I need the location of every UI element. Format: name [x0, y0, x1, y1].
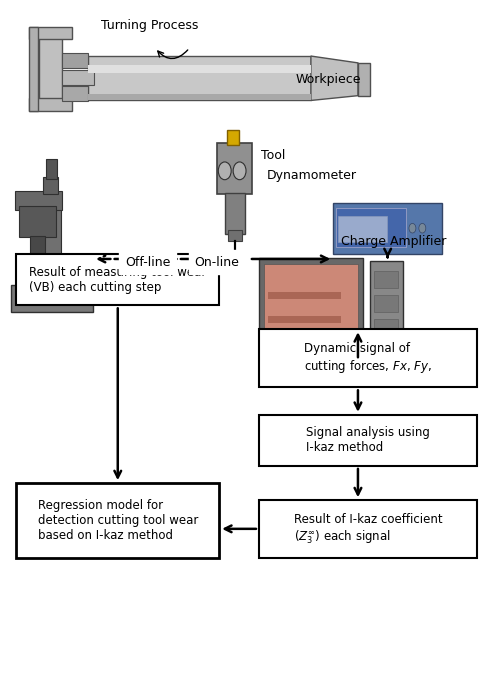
Polygon shape [311, 56, 358, 100]
FancyBboxPatch shape [259, 329, 477, 388]
Text: Workpiece: Workpiece [296, 73, 362, 86]
Bar [30, 236, 45, 264]
Text: Tool: Tool [261, 149, 286, 162]
Bar [46, 158, 57, 179]
Bar [259, 258, 363, 360]
Bar [228, 230, 242, 241]
Bar [41, 193, 61, 285]
Bar [227, 130, 239, 145]
Bar [338, 216, 387, 242]
Bar [225, 193, 245, 234]
Bar [374, 295, 398, 312]
Text: On-line: On-line [194, 256, 239, 269]
Bar [28, 27, 37, 110]
Bar [268, 340, 341, 346]
FancyBboxPatch shape [259, 500, 477, 558]
Bar [333, 203, 442, 255]
Bar [264, 358, 363, 373]
Text: Result of I-kaz coefficient
$(Z_3^{\infty})$ each signal: Result of I-kaz coefficient $(Z_3^{\inft… [293, 512, 442, 545]
Circle shape [409, 224, 416, 233]
Circle shape [233, 162, 246, 180]
Bar [374, 271, 398, 288]
Bar [268, 316, 341, 322]
Text: Turning Process: Turning Process [101, 19, 199, 32]
Bar [38, 36, 62, 107]
FancyBboxPatch shape [16, 255, 219, 305]
Bar [19, 206, 56, 237]
Bar [374, 319, 398, 336]
Bar [28, 98, 72, 110]
Bar [62, 70, 95, 85]
Text: Off-line: Off-line [125, 256, 170, 269]
Bar [268, 292, 341, 298]
Text: Result of measuring tool wear
(VB) each cutting step: Result of measuring tool wear (VB) each … [29, 265, 207, 294]
Bar [28, 27, 72, 39]
Text: Charge Amplifier: Charge Amplifier [341, 235, 446, 248]
Text: Signal analysis using
I-kaz method: Signal analysis using I-kaz method [306, 427, 430, 454]
Bar [336, 209, 406, 248]
Bar [88, 93, 311, 100]
Bar [16, 264, 86, 285]
Bar [358, 63, 371, 95]
Text: Dynamic signal of
cutting forces, $\mathit{Fx}$, $\mathit{Fy}$,: Dynamic signal of cutting forces, $\math… [304, 342, 432, 375]
Ellipse shape [371, 360, 384, 372]
Circle shape [419, 224, 426, 233]
Bar [43, 177, 58, 194]
Text: Dynamometer: Dynamometer [266, 169, 357, 182]
Bar [15, 191, 62, 210]
Bar [371, 261, 402, 370]
Bar [88, 65, 311, 73]
FancyBboxPatch shape [16, 483, 219, 558]
Bar [295, 358, 327, 370]
Bar [11, 285, 93, 312]
Bar [62, 86, 88, 101]
Bar [88, 56, 311, 100]
Bar [62, 54, 88, 69]
Circle shape [218, 162, 231, 180]
FancyBboxPatch shape [259, 415, 477, 466]
Bar [217, 143, 252, 194]
Bar [264, 264, 358, 352]
Text: Regression model for
detection cutting tool wear
based on I-kaz method: Regression model for detection cutting t… [37, 499, 198, 542]
